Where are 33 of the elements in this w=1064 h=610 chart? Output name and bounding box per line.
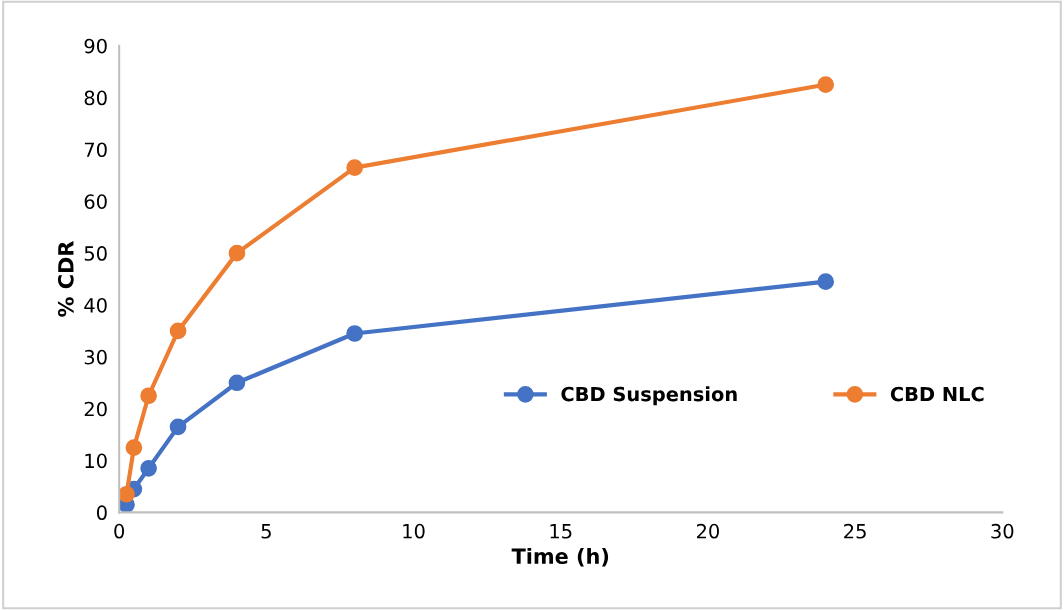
x-tick-label: 15 [550,524,572,539]
point [228,374,246,392]
x-axis-title: Time (h) [511,547,609,567]
y-tick-label: 80 [84,90,107,106]
y-tick-label: 0 [96,505,107,521]
x-tick-label: 30 [991,523,1014,539]
y-tick-label: 40 [84,297,107,313]
point [125,439,143,456]
legend-label: CBD Suspension [561,386,737,406]
point [817,76,834,93]
point [169,418,187,436]
x-tick-label: 0 [114,523,125,539]
point [228,244,246,262]
legend-label: CBD NLC [890,386,984,402]
point [119,485,135,503]
y-tick-label: 60 [84,194,107,209]
y-tick-label: 30 [84,349,107,365]
point [169,322,187,340]
y-tick-label: 20 [84,401,107,417]
y-axis-title: % CDR [57,241,74,317]
x-tick-label: 20 [696,523,719,539]
point [140,459,157,477]
point [817,273,834,291]
x-tick-label: 25 [844,523,866,539]
x-tick-label: 5 [261,524,271,539]
point [346,325,364,342]
point [140,387,157,405]
point [346,159,364,176]
y-tick-label: 10 [85,453,107,469]
y-tick-label: 90 [84,38,107,54]
y-tick-label: 70 [84,142,107,158]
x-tick-label: 10 [403,523,425,539]
y-tick-label: 50 [84,246,107,261]
